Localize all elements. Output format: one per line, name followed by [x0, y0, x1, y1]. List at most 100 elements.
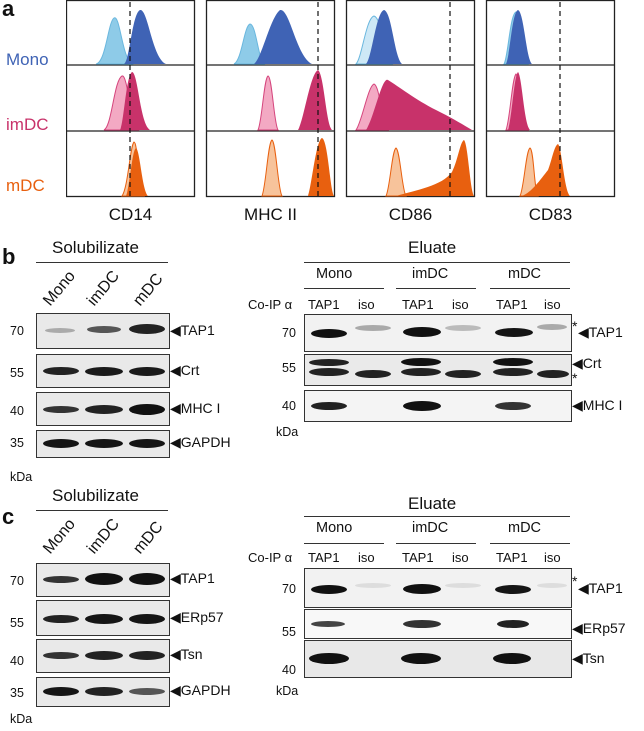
panel-b-right-blot-crt: [304, 354, 572, 386]
panel-b-solubilizate-rule: [36, 262, 168, 263]
panel-c-right-blot-tap1: [304, 568, 572, 608]
panel-b-lane-imdc: imDC: [84, 267, 123, 310]
panel-c-left-label-tsn: ◀Tsn: [170, 646, 203, 662]
panel-c-right-asterisk: *: [572, 573, 578, 589]
panel-b-coip-label: Co-IP α: [248, 297, 293, 312]
flow-histogram-grid: [66, 0, 616, 198]
panel-c-col-2: iso: [358, 550, 375, 565]
panel-b-group-rule-mdc: [490, 288, 570, 289]
panel-b-left-label-crt: ◀Crt: [170, 362, 200, 378]
panel-c-group-rule-mdc: [490, 543, 570, 544]
panel-c-right-blot-erp57: [304, 609, 572, 639]
panel-c-lane-imdc: imDC: [84, 515, 123, 558]
panel-b-left-label-mhci: ◀MHC I: [170, 400, 221, 416]
panel-b-solubilizate-title: Solubilizate: [52, 238, 139, 257]
panel-c-coip-label: Co-IP α: [248, 550, 293, 565]
marker-label-cd86: CD86: [388, 205, 433, 224]
panel-b-group-mono: Mono: [316, 266, 353, 282]
panel-c-right-label-erp57: ◀ERp57: [572, 620, 626, 636]
panel-c-lane-mdc: mDC: [130, 518, 167, 558]
panel-c-group-mdc: mDC: [508, 520, 542, 536]
panel-c-left-blot-tap1: [36, 563, 170, 597]
panel-b-eluate-rule: [304, 262, 570, 263]
panel-c-lane-mono: Mono: [40, 515, 79, 558]
panel-c-eluate-rule: [304, 516, 570, 517]
panel-c-right-label-tap1: ◀TAP1: [578, 580, 623, 596]
panel-b-lane-mdc: mDC: [130, 270, 167, 310]
histogram-cd83: [503, 2, 570, 197]
panel-c-right-label-tsn: ◀Tsn: [572, 650, 605, 666]
panel-c-col-1: TAP1: [308, 550, 340, 565]
panel-b-left-mw-55: 55: [10, 366, 24, 380]
panel-c-left-blot-tsn: [36, 639, 170, 673]
panel-c-col-4: iso: [452, 550, 469, 565]
panel-b-left-mw-40: 40: [10, 404, 24, 418]
panel-c-left-label-tap1: ◀TAP1: [170, 570, 215, 586]
panel-c-right-mw-55: 55: [282, 625, 296, 639]
panel-b-letter: b: [2, 244, 16, 269]
panel-c-left-mw-55: 55: [10, 616, 24, 630]
panel-c-group-rule-imdc: [396, 543, 476, 544]
panel-c-col-6: iso: [544, 550, 561, 565]
panel-c-left-mw-35: 35: [10, 686, 24, 700]
row-label-mono: Mono: [6, 50, 49, 69]
panel-b-col-1: TAP1: [308, 297, 340, 312]
row-label-imdc: imDC: [6, 115, 49, 134]
panel-b-left-blot-gapdh: [36, 430, 170, 458]
panel-b-left-mw-35: 35: [10, 436, 24, 450]
panel-b-right-label-crt: ◀Crt: [572, 355, 602, 371]
panel-c-col-3: TAP1: [402, 550, 434, 565]
panel-c-left-mw-40: 40: [10, 654, 24, 668]
panel-b-group-rule-imdc: [396, 288, 476, 289]
panel-c-left-blot-gapdh: [36, 677, 170, 707]
panel-b-group-rule-mono: [304, 288, 384, 289]
panel-b-lane-mono: Mono: [40, 267, 79, 310]
panel-b-col-6: iso: [544, 297, 561, 312]
panel-b-group-imdc: imDC: [412, 266, 449, 282]
histogram-mhc2: [233, 2, 334, 197]
panel-c-left-label-gapdh: ◀GAPDH: [170, 682, 231, 698]
panel-b-group-mdc: mDC: [508, 266, 542, 282]
panel-b-right-asterisk-bottom: *: [572, 370, 578, 386]
panel-c-left-mw-70: 70: [10, 574, 24, 588]
panel-c-left-label-erp57: ◀ERp57: [170, 609, 224, 625]
panel-b-right-label-mhci: ◀MHC I: [572, 397, 623, 413]
panel-b-right-asterisk-top: *: [572, 318, 578, 334]
panel-b-right-mw-70: 70: [282, 326, 296, 340]
panel-b-right-kda: kDa: [276, 425, 299, 439]
marker-label-cd83: CD83: [528, 205, 573, 224]
panel-b-col-4: iso: [452, 297, 469, 312]
panel-c-right-mw-40: 40: [282, 663, 296, 677]
panel-c-right-mw-70: 70: [282, 582, 296, 596]
histogram-cd14: [95, 2, 166, 197]
panel-b-left-kda: kDa: [10, 470, 33, 484]
panel-b-left-blot-crt: [36, 354, 170, 388]
panel-b-left-mw-70: 70: [10, 324, 24, 338]
panel-b-left-label-tap1: ◀TAP1: [170, 322, 215, 338]
histogram-cd86: [354, 2, 474, 197]
panel-c-col-5: TAP1: [496, 550, 528, 565]
panel-b-left-blot-tap1: [36, 313, 170, 349]
panel-b-left-blot-mhci: [36, 392, 170, 426]
marker-label-mhc2: MHC II: [244, 205, 297, 224]
panel-c-letter: c: [2, 504, 15, 529]
panel-c-left-blot-erp57: [36, 600, 170, 636]
panel-b-col-2: iso: [358, 297, 375, 312]
panel-b-left-label-gapdh: ◀GAPDH: [170, 434, 231, 450]
panel-b-col-5: TAP1: [496, 297, 528, 312]
marker-label-cd14: CD14: [108, 205, 153, 224]
panel-c-right-kda: kDa: [276, 684, 299, 698]
panel-b-right-mw-55: 55: [282, 361, 296, 375]
panel-c-right-blot-tsn: [304, 640, 572, 678]
panel-b-right-mw-40: 40: [282, 399, 296, 413]
panel-b-col-3: TAP1: [402, 297, 434, 312]
panel-b-right-blot-mhci: [304, 390, 572, 422]
panel-c-eluate-title: Eluate: [408, 494, 457, 513]
panel-b-right-blot-tap1: [304, 314, 572, 352]
panel-b-eluate-title: Eluate: [408, 238, 457, 257]
panel-c-solubilizate-title: Solubilizate: [52, 486, 139, 505]
panel-c-group-mono: Mono: [316, 520, 353, 536]
panel-c-left-kda: kDa: [10, 712, 33, 726]
panel-c-solubilizate-rule: [36, 510, 168, 511]
panel-c-group-imdc: imDC: [412, 520, 449, 536]
